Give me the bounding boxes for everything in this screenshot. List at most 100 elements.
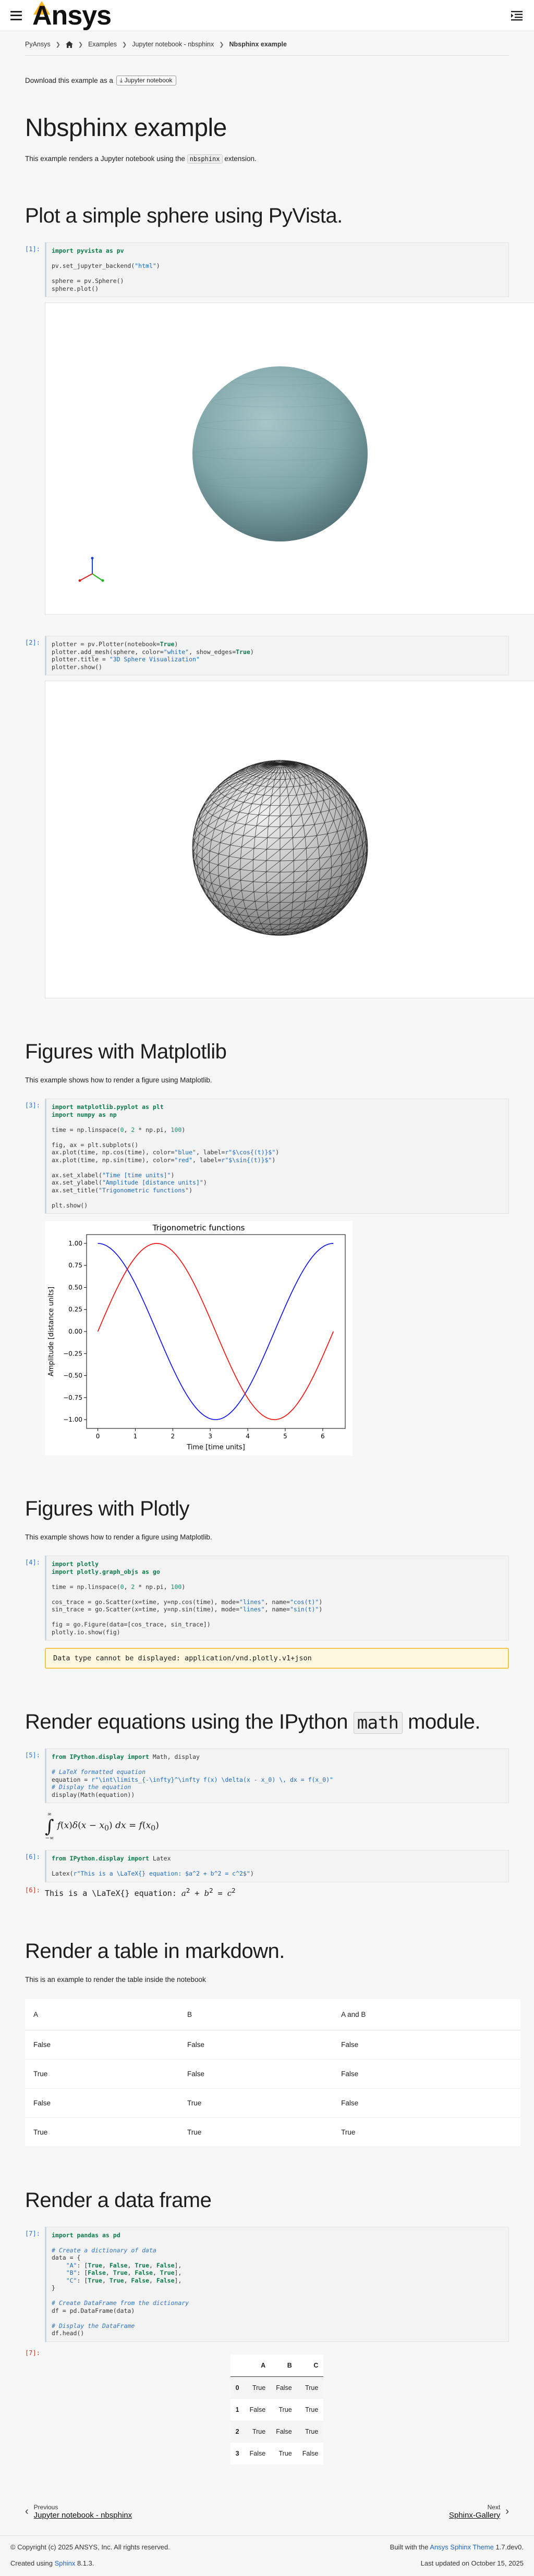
top-bar: Ansys	[0, 0, 534, 31]
prev-title[interactable]: Jupyter notebook - nbsphinx	[34, 2511, 132, 2520]
eq-title-after: module.	[408, 1710, 480, 1733]
y-tick-label: 0.50	[68, 1284, 82, 1291]
code-block[interactable]: import matplotlib.pyplot as plt import n…	[45, 1099, 509, 1214]
df-index: 1	[230, 2399, 245, 2421]
y-tick-label: −1.00	[63, 1416, 82, 1423]
intro-before: This example renders a Jupyter notebook …	[25, 155, 185, 163]
breadcrumb: PyAnsys ❯ ❯ Examples ❯ Jupyter notebook …	[0, 31, 534, 55]
main-content: Download this example as a ⤓ Jupyter not…	[0, 76, 534, 2464]
latex-output: This is a \LaTeX{} equation: a2 + b2 = c…	[45, 1887, 509, 1898]
sphinx-link[interactable]: Sphinx	[55, 2559, 76, 2567]
y-tick-label: 0.00	[68, 1328, 82, 1335]
cell-prompt: [6]:	[25, 1853, 40, 1860]
code-block[interactable]: from IPython.display import Latex Latex(…	[45, 1850, 509, 1882]
created-with: Created using Sphinx 8.1.3.	[10, 2559, 170, 2567]
table-cell: False	[25, 2088, 179, 2117]
download-note: Download this example as a ⤓ Jupyter not…	[25, 76, 509, 85]
cell-prompt: [3]:	[25, 1102, 40, 1109]
download-text: Download this example as a	[25, 77, 113, 84]
table-cell: True	[271, 2443, 297, 2464]
table-header: A	[25, 1999, 179, 2030]
x-tick-label: 6	[321, 1433, 325, 1440]
code-cell-7: [7]: import pandas as pd # Create a dict…	[25, 2227, 509, 2342]
df-header: C	[297, 2355, 324, 2377]
cell-prompt: [5]:	[25, 1752, 40, 1759]
code-cell-2: [2]: plotter = pv.Plotter(notebook=True)…	[25, 636, 509, 999]
download-tag-label: Jupyter notebook	[124, 77, 172, 84]
y-tick-label: 0.75	[68, 1262, 82, 1269]
mesh-edge	[268, 910, 280, 911]
breadcrumb-examples[interactable]: Examples	[88, 41, 117, 48]
table-cell: False	[297, 2443, 324, 2464]
next-label: Next	[449, 2504, 500, 2511]
ansys-logo[interactable]: Ansys	[32, 0, 111, 31]
x-tick-label: 5	[283, 1433, 287, 1440]
table-cell: False	[245, 2399, 271, 2421]
chevron-right-icon: ❯	[219, 41, 224, 48]
download-notebook-button[interactable]: ⤓ Jupyter notebook	[116, 76, 176, 85]
chevron-right-icon: ›	[505, 2506, 509, 2518]
theme-version: 1.7.dev0.	[496, 2543, 524, 2551]
code-block[interactable]: plotter = pv.Plotter(notebook=True) plot…	[45, 636, 509, 675]
intro-after: extension.	[224, 155, 257, 163]
table-cell: False	[333, 2059, 520, 2088]
latex-text: This is a \LaTeX{} equation:	[45, 1889, 177, 1898]
section-title-plotly: Figures with Plotly	[25, 1497, 509, 1521]
table-cell: True	[245, 2421, 271, 2443]
menu-icon[interactable]	[10, 11, 22, 20]
table-cell: False	[179, 2030, 333, 2059]
next-title[interactable]: Sphinx-Gallery	[449, 2511, 500, 2520]
table-cell: True	[245, 2376, 271, 2399]
sphinx-version: 8.1.3.	[77, 2559, 94, 2567]
home-icon[interactable]	[66, 41, 73, 48]
y-tick-label: −0.75	[63, 1394, 82, 1401]
section-desc-matplotlib: This example shows how to render a figur…	[25, 1076, 509, 1084]
table-cell: False	[271, 2421, 297, 2443]
table-cell: True	[297, 2399, 324, 2421]
table-cell: False	[179, 2059, 333, 2088]
code-cell-4: [4]: import plotly import plotly.graph_o…	[25, 1556, 509, 1669]
table-cell: False	[333, 2030, 520, 2059]
intro-text: This example renders a Jupyter notebook …	[25, 155, 509, 163]
breadcrumb-root[interactable]: PyAnsys	[25, 41, 51, 48]
table-cell: True	[297, 2376, 324, 2399]
table-header: A and B	[333, 1999, 520, 2030]
x-tick-label: 3	[208, 1433, 212, 1440]
table-of-contents-icon[interactable]	[511, 10, 523, 21]
code-cell-5: [5]: from IPython.display import Math, d…	[25, 1748, 509, 1845]
cell-prompt: [2]:	[25, 639, 40, 646]
code-block[interactable]: import plotly import plotly.graph_objs a…	[45, 1556, 509, 1641]
cell-prompt: [1]:	[25, 245, 40, 253]
intro-code: nbsphinx	[187, 154, 223, 164]
table-cell: False	[245, 2443, 271, 2464]
code-cell-1: [1]: import pyvista as pv pv.set_jupyter…	[25, 242, 509, 615]
table-cell: True	[25, 2117, 179, 2147]
prev-label: Previous	[34, 2504, 132, 2511]
pyvista-sphere-output[interactable]	[45, 302, 534, 615]
code-block[interactable]: from IPython.display import Math, displa…	[45, 1748, 509, 1803]
y-tick-label: −0.50	[63, 1372, 82, 1379]
code-block[interactable]: import pandas as pd # Create a dictionar…	[45, 2227, 509, 2342]
output-cell-6: [6]: This is a \LaTeX{} equation: a2 + b…	[25, 1887, 509, 1898]
theme-link[interactable]: Ansys Sphinx Theme	[430, 2543, 494, 2551]
df-index: 3	[230, 2443, 245, 2464]
section-title-matplotlib: Figures with Matplotlib	[25, 1040, 509, 1064]
df-index: 0	[230, 2376, 245, 2399]
code-block[interactable]: import pyvista as pv pv.set_jupyter_back…	[45, 242, 509, 297]
breadcrumb-parent[interactable]: Jupyter notebook - nbsphinx	[132, 41, 214, 48]
table-cell: False	[25, 2030, 179, 2059]
df-header: B	[271, 2355, 297, 2377]
cell-prompt: [4]:	[25, 1559, 40, 1566]
pyvista-wireframe-output[interactable]	[45, 681, 534, 999]
cell-prompt: [7]:	[25, 2349, 40, 2357]
y-tick-label: 1.00	[68, 1240, 82, 1247]
